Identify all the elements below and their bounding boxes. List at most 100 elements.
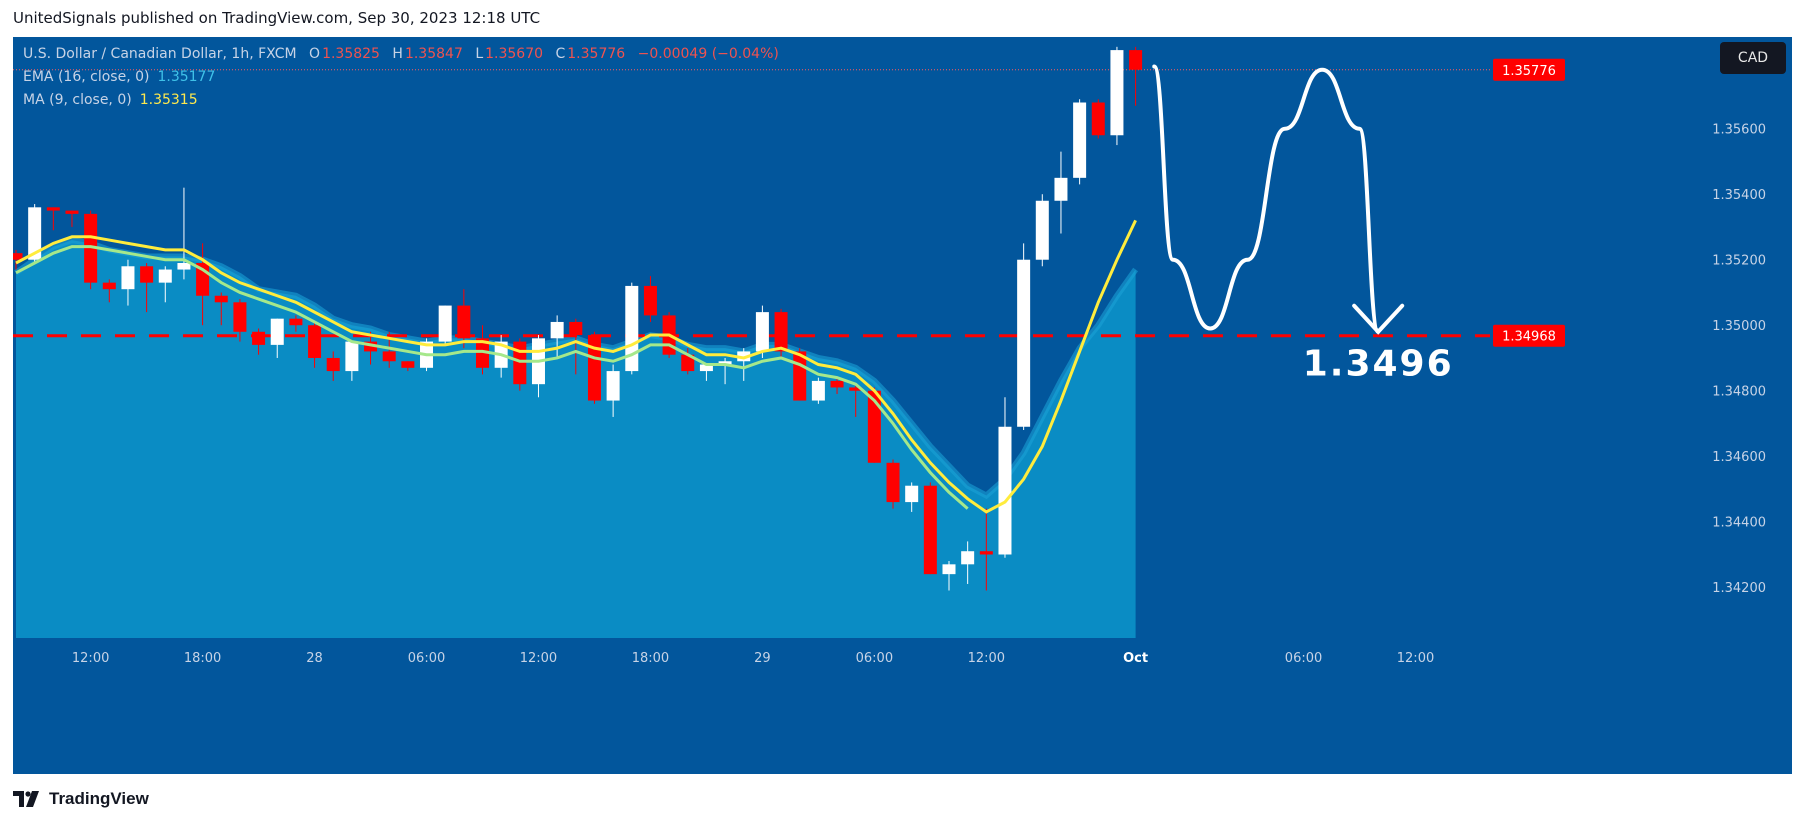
last-price-label: 1.35776 bbox=[1502, 64, 1556, 79]
forecast-arrowhead-icon bbox=[1352, 303, 1405, 335]
ma-value: 1.35315 bbox=[139, 92, 198, 108]
candle-down bbox=[289, 318, 303, 326]
ma-line bbox=[15, 219, 1137, 514]
price-tick-label: 1.34600 bbox=[1712, 450, 1766, 465]
candle-up bbox=[270, 318, 284, 345]
last-price-badge bbox=[1493, 58, 1565, 81]
high-label: H bbox=[392, 46, 403, 62]
candle-down bbox=[364, 341, 378, 352]
axes-layer: 12:00 18:00 28 06:00 12:00 18:00 29 06:00 12:00 O… bbox=[13, 58, 1766, 774]
forecast-layer: 1.3496 bbox=[1152, 64, 1452, 385]
time-tick-label: 12:00 bbox=[72, 651, 109, 666]
candle-down bbox=[979, 551, 993, 555]
candle-up bbox=[811, 380, 825, 401]
candle-up bbox=[158, 269, 172, 283]
candles-layer bbox=[13, 46, 1143, 591]
chart-pane[interactable]: 1.3496 12:00 18:00 28 06:00 12:00 18:00 29 06:0… bbox=[13, 37, 1792, 774]
candle-up bbox=[606, 371, 620, 401]
price-chart[interactable]: 1.3496 12:00 18:00 28 06:00 12:00 18:00 29 06:0… bbox=[13, 37, 1792, 774]
candle-up bbox=[550, 321, 564, 339]
candle-down bbox=[252, 331, 266, 345]
candle-down bbox=[65, 210, 79, 214]
time-tick-label: 18:00 bbox=[184, 651, 221, 666]
candle-up bbox=[1035, 200, 1049, 260]
candle-up bbox=[625, 285, 639, 372]
candle-down bbox=[214, 295, 228, 303]
candle-up bbox=[1110, 50, 1124, 136]
candle-down bbox=[587, 335, 601, 401]
price-tick-label: 1.35000 bbox=[1712, 319, 1766, 334]
candle-down bbox=[643, 285, 657, 316]
tradingview-logo-icon bbox=[13, 791, 39, 807]
candle-down bbox=[308, 325, 322, 358]
ma-label: MA (9, close, 0) bbox=[23, 92, 132, 108]
time-tick-label: 06:00 bbox=[856, 651, 893, 666]
candle-down bbox=[476, 338, 489, 368]
close-value: 1.35776 bbox=[567, 46, 626, 62]
candle-up bbox=[1017, 259, 1031, 427]
candle-down bbox=[46, 207, 60, 211]
candle-up bbox=[961, 551, 975, 565]
time-tick-label: 12:00 bbox=[1397, 651, 1434, 666]
price-tick-label: 1.34200 bbox=[1712, 581, 1766, 596]
candle-up bbox=[177, 262, 191, 270]
open-label: O bbox=[309, 46, 321, 62]
candle-up bbox=[1073, 102, 1087, 178]
level-price-badge bbox=[1493, 324, 1565, 347]
candle-down bbox=[233, 302, 247, 332]
candle-down bbox=[84, 213, 98, 283]
candle-down bbox=[886, 462, 900, 503]
candle-down bbox=[793, 351, 807, 401]
candle-down bbox=[13, 253, 23, 260]
candle-down bbox=[457, 305, 471, 339]
candle-up bbox=[942, 564, 956, 575]
low-label: L bbox=[475, 46, 484, 62]
currency-button[interactable]: CAD bbox=[1720, 42, 1786, 74]
price-tick-label: 1.35400 bbox=[1712, 188, 1766, 203]
symbol-label: U.S. Dollar / Canadian Dollar, 1h, FXCM bbox=[23, 46, 297, 62]
candle-down bbox=[140, 266, 154, 283]
open-value: 1.35825 bbox=[322, 46, 380, 62]
candle-up bbox=[737, 351, 751, 362]
price-tick-label: 1.34800 bbox=[1712, 385, 1766, 400]
time-tick-label: 18:00 bbox=[632, 651, 669, 666]
candle-up bbox=[121, 266, 135, 290]
time-tick-label: 06:00 bbox=[408, 651, 445, 666]
forecast-path bbox=[1152, 64, 1381, 334]
price-tick-label: 1.35200 bbox=[1712, 254, 1766, 269]
candle-up bbox=[28, 207, 42, 260]
time-tick-label: 29 bbox=[754, 651, 771, 666]
candle-up bbox=[1054, 177, 1068, 201]
time-tick-label: 12:00 bbox=[968, 651, 1005, 666]
ema-value: 1.35177 bbox=[157, 69, 216, 85]
candle-up bbox=[905, 485, 919, 503]
ma-legend: MA (9, close, 0) 1.35315 bbox=[23, 92, 198, 108]
time-axis bbox=[13, 638, 1490, 774]
footer-brand[interactable]: TradingView bbox=[13, 787, 149, 811]
time-tick-label: 12:00 bbox=[520, 651, 557, 666]
candle-down bbox=[867, 390, 881, 463]
candle-down bbox=[513, 341, 527, 385]
candle-down bbox=[326, 357, 340, 372]
ohlc-legend: U.S. Dollar / Canadian Dollar, 1h, FXCM … bbox=[23, 46, 779, 62]
candle-up bbox=[438, 305, 452, 342]
high-value: 1.35847 bbox=[404, 46, 463, 62]
candle-down bbox=[102, 282, 116, 290]
ema-label: EMA (16, close, 0) bbox=[23, 69, 150, 85]
candle-down bbox=[382, 351, 396, 362]
candle-up bbox=[699, 364, 713, 372]
candle-up bbox=[998, 426, 1012, 555]
candle-down bbox=[830, 380, 844, 388]
candle-down bbox=[1091, 102, 1105, 136]
level-price-label: 1.34968 bbox=[1502, 330, 1556, 345]
brand-name: TradingView bbox=[49, 789, 149, 808]
time-tick-label: 28 bbox=[306, 651, 323, 666]
close-label: C bbox=[555, 46, 566, 62]
ema-signal-line bbox=[15, 245, 969, 510]
candle-down bbox=[849, 387, 863, 391]
time-tick-label: 06:00 bbox=[1285, 651, 1322, 666]
ema-area-fill bbox=[16, 240, 1136, 638]
price-tick-label: 1.34400 bbox=[1712, 516, 1766, 531]
candle-up bbox=[718, 361, 732, 365]
candle-down bbox=[774, 312, 788, 352]
